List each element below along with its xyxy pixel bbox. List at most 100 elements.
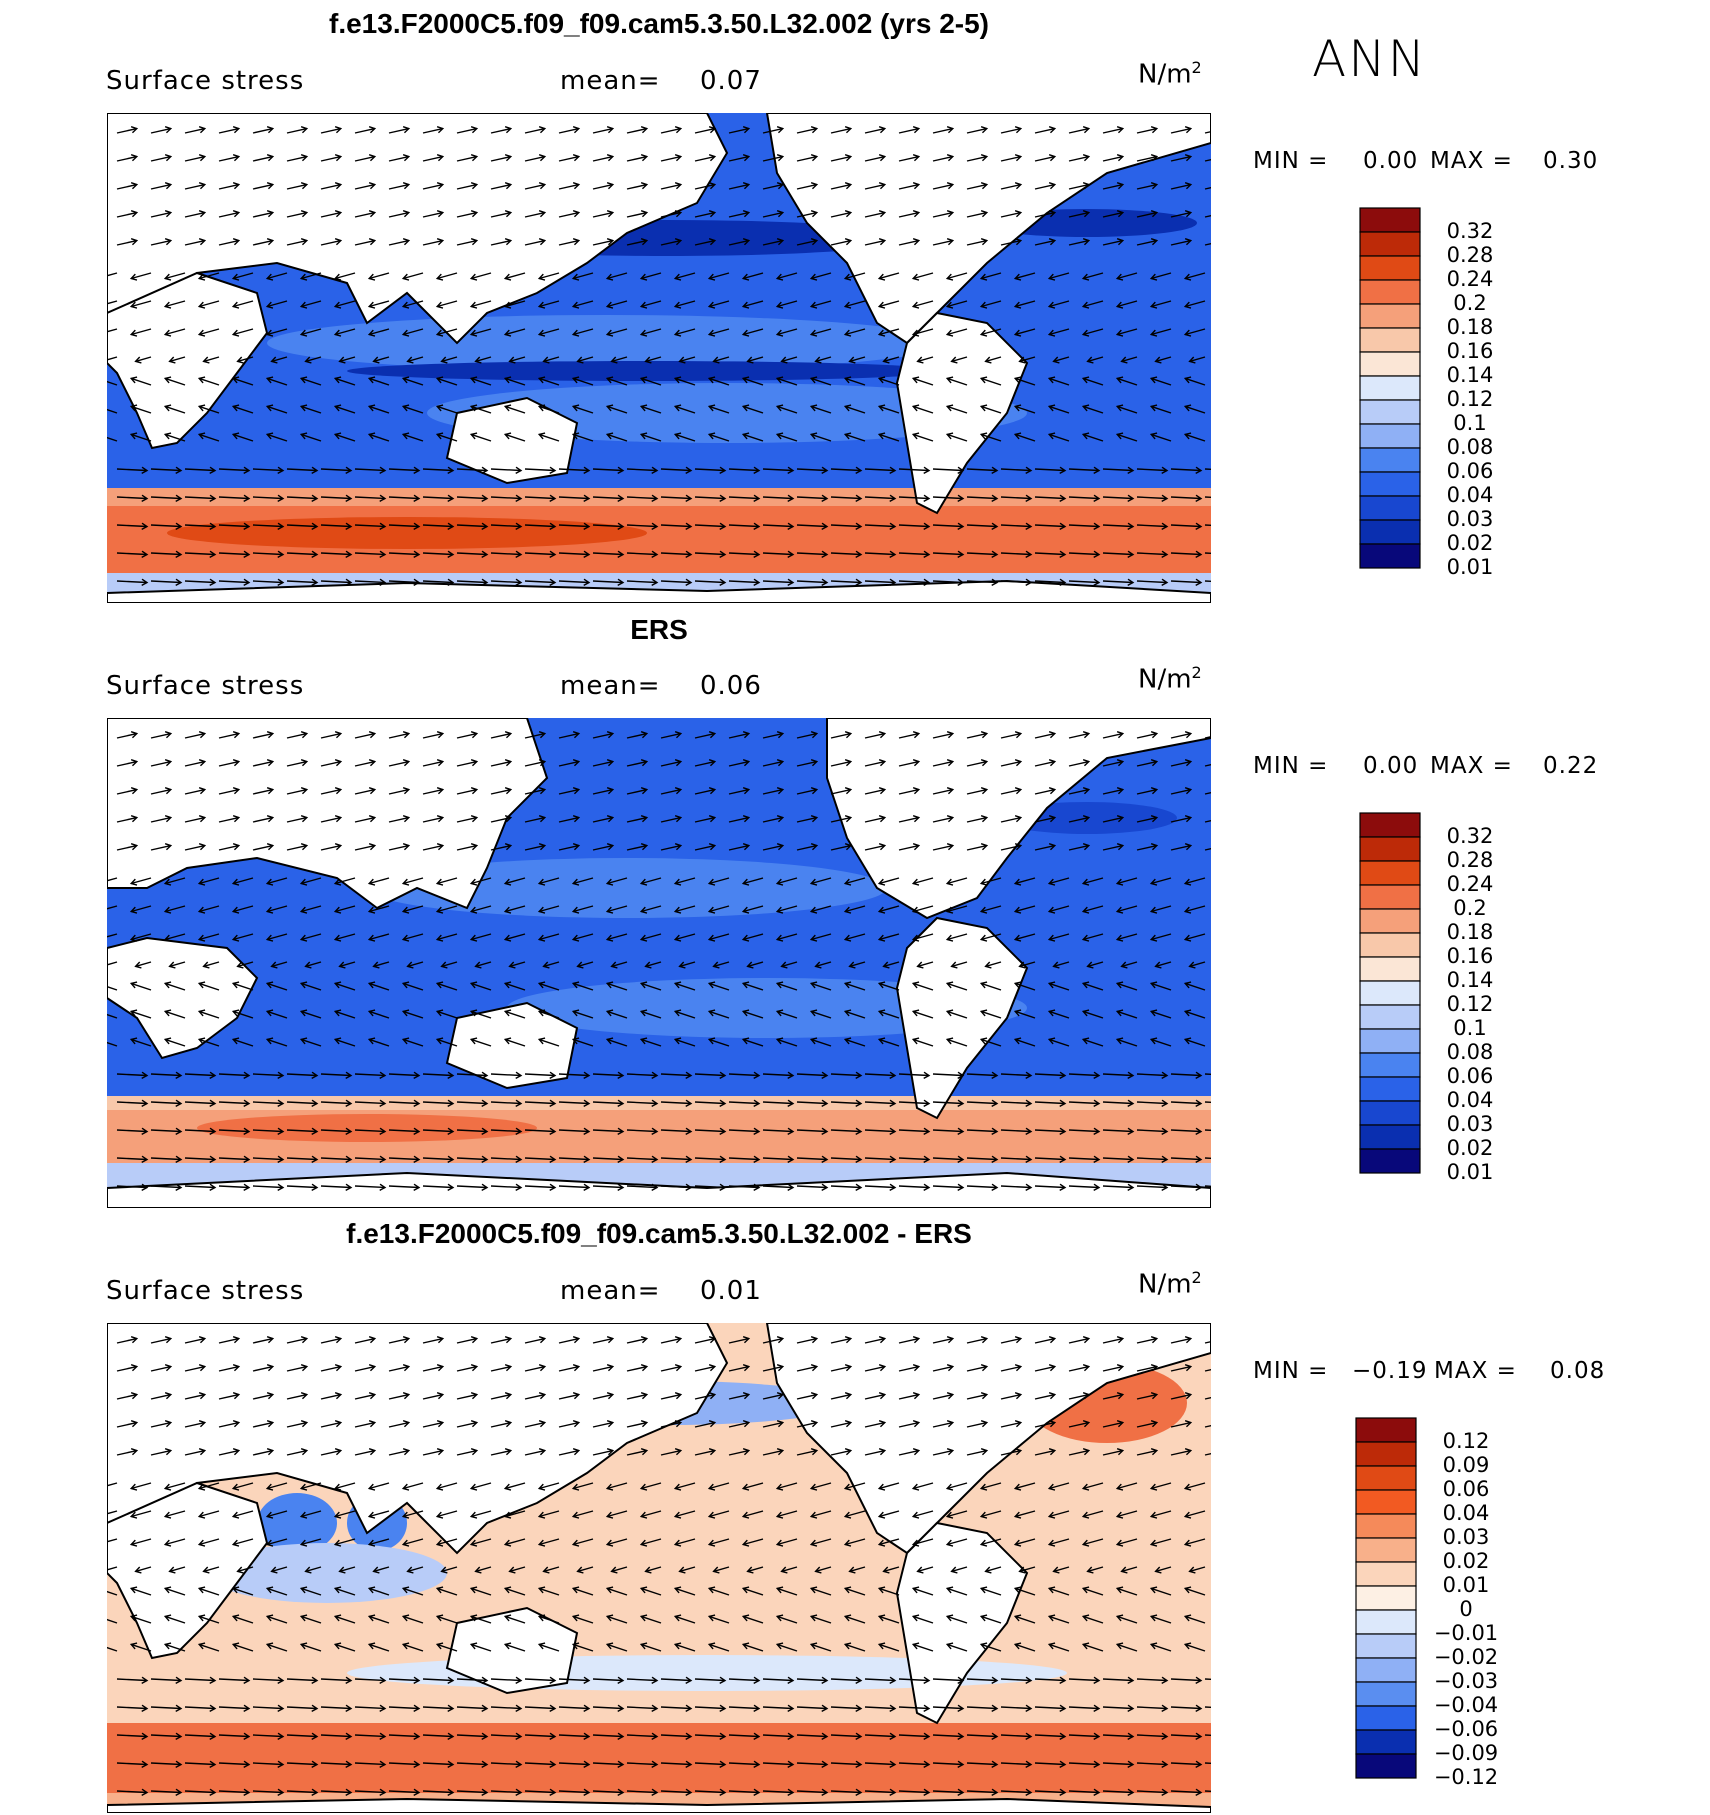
stress-vector-head <box>345 1676 353 1684</box>
stress-vector <box>660 524 692 528</box>
stress-vector <box>490 1337 511 1344</box>
stress-vector <box>1048 1587 1070 1596</box>
negative-arabian-sea <box>257 1493 337 1553</box>
stress-vector-head <box>889 1155 897 1163</box>
stress-vector-head <box>232 787 241 795</box>
stress-vector-head <box>572 1336 581 1344</box>
stress-vector-head <box>1116 182 1125 190</box>
stress-vector-head <box>1014 210 1023 218</box>
stress-vector-head <box>707 376 716 384</box>
stress-vector <box>456 524 488 528</box>
stress-vector-head <box>1081 878 1090 886</box>
stress-vector-head <box>1183 1539 1192 1547</box>
stress-vector-head <box>742 815 751 823</box>
stress-vector <box>641 1538 662 1546</box>
stress-vector-head <box>855 1760 863 1768</box>
stress-vector-head <box>537 301 546 309</box>
stress-vector-head <box>571 981 580 989</box>
stress-vector <box>1014 982 1036 991</box>
stress-vector <box>912 982 934 991</box>
stress-vector-head <box>946 182 955 190</box>
stress-vector <box>592 580 624 584</box>
stress-vector-head <box>843 1037 852 1045</box>
stress-vector <box>184 496 216 500</box>
stress-vector-head <box>1195 1788 1203 1796</box>
stress-vector-head <box>685 550 693 558</box>
stress-vector-head <box>333 981 342 989</box>
stress-vector <box>505 1482 526 1490</box>
stress-vector <box>543 961 560 968</box>
stress-vector-head <box>673 329 682 337</box>
stress-vector-head <box>345 1788 353 1796</box>
colorbar-tick-label: 0.14 <box>1447 363 1494 387</box>
stress-vector-head <box>231 906 240 914</box>
stress-vector <box>320 1706 352 1710</box>
stress-vector-head <box>719 550 727 558</box>
stress-vector-head <box>333 1009 342 1017</box>
stress-vector <box>966 183 987 190</box>
stress-vector-head <box>368 1392 377 1400</box>
stress-vector <box>539 1538 560 1546</box>
stress-vector-head <box>605 376 614 384</box>
stress-vector <box>505 1510 526 1518</box>
stress-vector <box>1019 961 1036 968</box>
stress-vector <box>218 1101 250 1105</box>
stress-vector-head <box>946 1420 955 1428</box>
stress-vector <box>946 1010 968 1019</box>
tradewind-band-north <box>267 315 947 371</box>
stress-vector <box>1117 300 1138 308</box>
stress-vector <box>1102 496 1134 500</box>
stress-vector <box>471 933 492 941</box>
stress-vector-head <box>470 1420 479 1428</box>
stress-vector-head <box>503 934 512 942</box>
stress-vector <box>1014 1615 1036 1624</box>
stress-vector <box>611 1566 628 1573</box>
stress-vector <box>558 1393 579 1400</box>
stress-vector <box>470 1615 492 1624</box>
stress-vector <box>252 1706 284 1710</box>
stress-vector <box>947 272 968 280</box>
stress-vector-head <box>991 466 999 474</box>
stress-vector-head <box>277 578 285 586</box>
stress-vector-head <box>1150 1392 1159 1400</box>
stress-vector <box>776 1615 798 1624</box>
colorbar-tick-label: 0.06 <box>1443 1477 1490 1501</box>
stress-vector <box>558 788 579 795</box>
stress-vector <box>218 524 250 528</box>
stress-vector-head <box>447 1071 455 1079</box>
stress-vector <box>403 877 424 885</box>
stress-vector <box>436 1615 458 1624</box>
stress-vector <box>675 1538 696 1546</box>
stress-vector <box>796 760 817 767</box>
stress-vector <box>165 1538 186 1546</box>
stress-vector <box>335 1538 356 1546</box>
stress-vector-head <box>537 273 546 281</box>
stress-vector <box>335 905 356 913</box>
stress-vector-head <box>572 182 581 190</box>
stress-vector-head <box>617 1760 625 1768</box>
stress-vector-head <box>923 466 931 474</box>
stress-vector <box>300 1615 322 1624</box>
stress-vector-head <box>979 1037 988 1045</box>
stress-vector <box>640 1587 662 1596</box>
stress-vector <box>1034 1129 1066 1133</box>
stress-vector-head <box>503 1539 512 1547</box>
stress-vector <box>1082 1010 1104 1019</box>
panel-1-map <box>107 113 1211 603</box>
stress-vector-head <box>163 1511 172 1519</box>
stress-vector <box>626 496 658 500</box>
stress-vector-head <box>1150 182 1159 190</box>
stress-vector-head <box>129 934 138 942</box>
stress-vector <box>538 1587 560 1596</box>
stress-vector-head <box>503 301 512 309</box>
stress-vector <box>864 1365 885 1372</box>
stress-vector <box>1014 405 1036 414</box>
stress-vector <box>607 877 628 885</box>
stress-vector-head <box>583 1099 591 1107</box>
stress-vector-head <box>1161 1788 1169 1796</box>
stress-vector <box>728 1678 760 1682</box>
stress-vector <box>966 844 987 851</box>
stress-vector <box>626 1365 647 1372</box>
stress-vector-head <box>549 1732 557 1740</box>
stress-vector-head <box>685 466 693 474</box>
